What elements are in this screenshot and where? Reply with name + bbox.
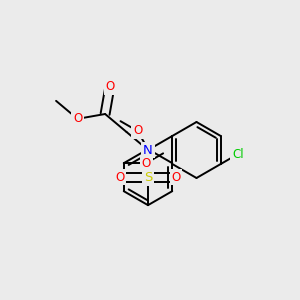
Text: O: O bbox=[73, 112, 82, 125]
Text: Cl: Cl bbox=[232, 148, 244, 161]
Text: N: N bbox=[143, 143, 153, 157]
Text: O: O bbox=[116, 171, 124, 184]
Text: S: S bbox=[144, 171, 152, 184]
Text: O: O bbox=[133, 124, 142, 137]
Text: O: O bbox=[105, 80, 115, 93]
Text: O: O bbox=[171, 171, 181, 184]
Text: O: O bbox=[142, 157, 151, 170]
